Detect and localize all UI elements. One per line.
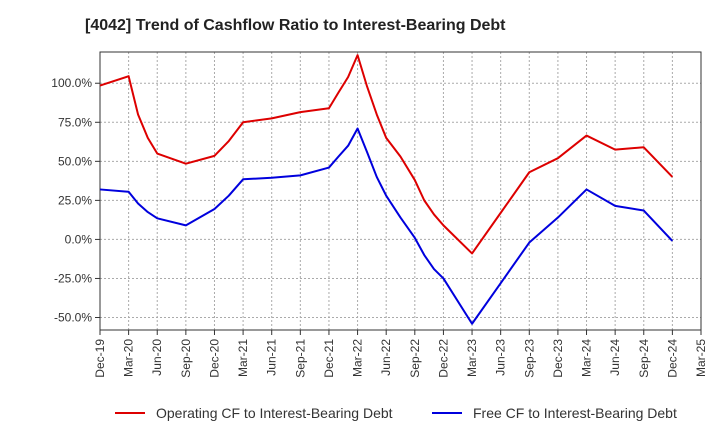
x-tick-label: Sep-22: [408, 339, 422, 378]
y-tick-label: 25.0%: [58, 193, 92, 207]
x-tick-label: Dec-22: [436, 339, 450, 378]
y-tick-label: 100.0%: [51, 76, 92, 90]
axis-layer: Dec-19 Mar-20 Jun-20 Sep-20 Dec-20 Mar-21 Jun-…: [51, 76, 708, 377]
legend-label-2: Free CF to Interest-Bearing Debt: [473, 405, 677, 421]
grid-layer: [100, 52, 701, 330]
legend: Operating CF to Interest-Bearing Debt Fre…: [115, 405, 677, 421]
y-tick-label: -25.0%: [54, 271, 92, 285]
chart-title: [4042] Trend of Cashflow Ratio to Intere…: [85, 17, 506, 34]
x-tick-label: Jun-22: [379, 339, 393, 376]
x-tick-label: Jun-23: [494, 339, 508, 376]
x-tick-label: Mar-25: [694, 339, 708, 377]
series-line-2: [99, 127, 674, 325]
x-tick-label: Dec-24: [665, 339, 679, 378]
y-tick-label: 75.0%: [58, 115, 92, 129]
legend-label-1: Operating CF to Interest-Bearing Debt: [156, 405, 393, 421]
x-tick-label: Dec-23: [551, 339, 565, 378]
x-tick-label: Mar-22: [351, 339, 365, 377]
x-tick-label: Sep-21: [293, 339, 307, 378]
x-tick-label: Sep-23: [522, 339, 536, 378]
x-tick-label: Sep-20: [179, 339, 193, 378]
y-tick-label: 50.0%: [58, 154, 92, 168]
series-layer: [99, 54, 674, 325]
x-tick-label: Jun-21: [265, 339, 279, 376]
x-tick-label: Mar-21: [236, 339, 250, 377]
plot-frame: [99, 51, 702, 331]
x-tick-label: Jun-24: [608, 339, 622, 376]
x-tick-label: Dec-19: [93, 339, 107, 378]
x-tick-label: Dec-21: [322, 339, 336, 378]
x-tick-label: Jun-20: [150, 339, 164, 376]
series-line-1: [99, 54, 674, 255]
y-tick-label: 0.0%: [65, 232, 93, 246]
x-tick-label: Mar-24: [580, 339, 594, 377]
y-tick-label: -50.0%: [54, 311, 92, 325]
x-tick-label: Mar-20: [122, 339, 136, 377]
x-tick-label: Sep-24: [637, 339, 651, 378]
x-tick-label: Dec-20: [207, 339, 221, 378]
x-tick-label: Mar-23: [465, 339, 479, 377]
